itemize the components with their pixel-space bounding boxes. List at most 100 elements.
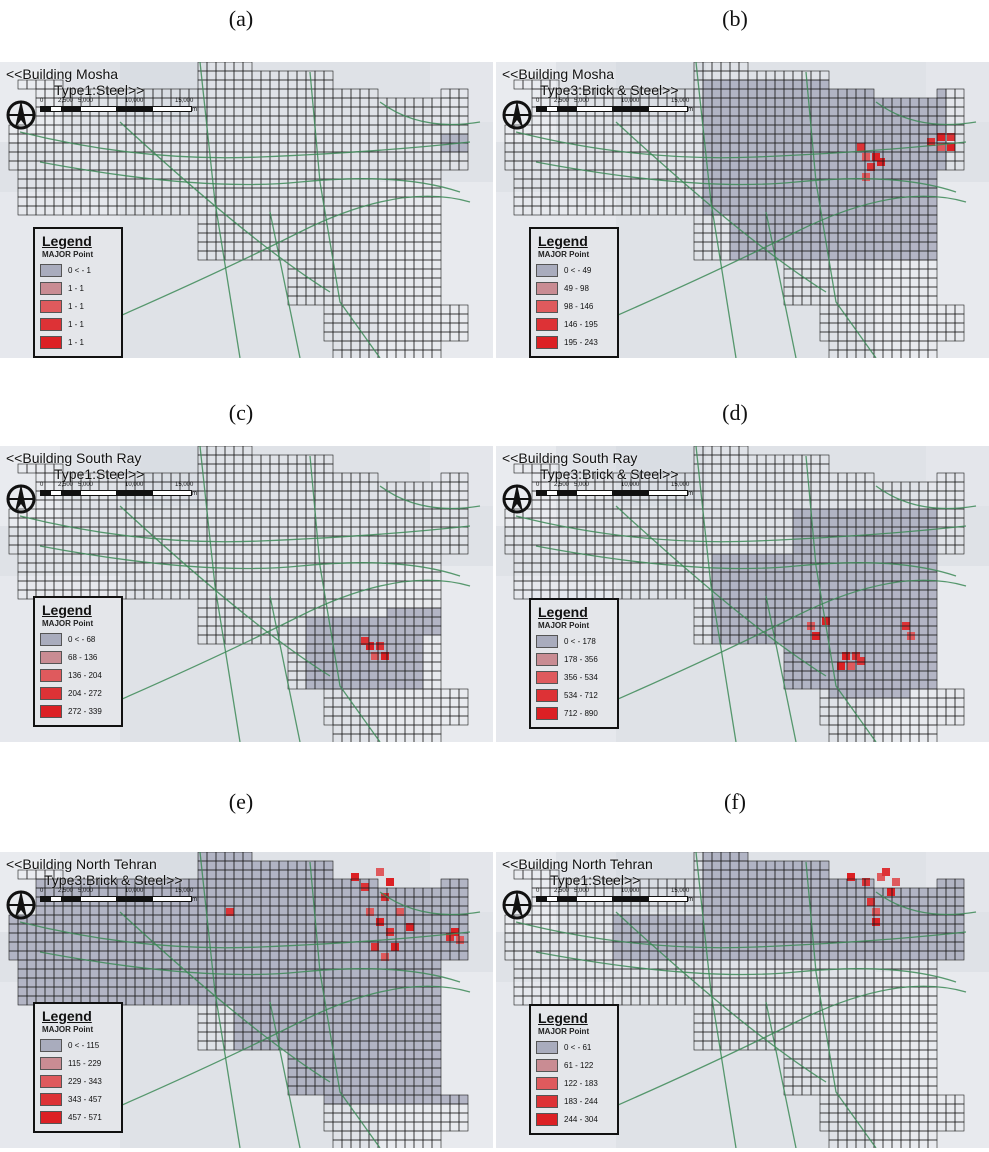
scale-unit: m: [192, 897, 197, 903]
shaded-cell: [775, 116, 784, 125]
shaded-cell: [342, 969, 351, 978]
shaded-cell: [730, 581, 739, 590]
shaded-cell: [306, 879, 315, 888]
shaded-cell: [802, 581, 811, 590]
shaded-cell: [378, 942, 387, 951]
shaded-cell: [414, 951, 423, 960]
hotspot-cell: [937, 143, 945, 151]
shaded-cell: [324, 1041, 333, 1050]
shaded-cell: [910, 233, 919, 242]
hotspot-cell: [396, 908, 404, 916]
shaded-cell: [405, 996, 414, 1005]
shaded-cell: [378, 662, 387, 671]
shaded-cell: [81, 924, 90, 933]
shaded-cell: [252, 960, 261, 969]
shaded-cell: [72, 879, 81, 888]
shaded-cell: [297, 987, 306, 996]
shaded-cell: [288, 978, 297, 987]
shaded-cell: [883, 107, 892, 116]
shaded-cell: [261, 951, 270, 960]
shaded-cell: [883, 197, 892, 206]
shaded-cell: [865, 233, 874, 242]
shaded-cell: [297, 1068, 306, 1077]
shaded-cell: [342, 906, 351, 915]
legend-swatch: [536, 1058, 558, 1072]
shaded-cell: [919, 635, 928, 644]
shaded-cell: [432, 888, 441, 897]
shaded-cell: [820, 518, 829, 527]
shaded-cell: [117, 915, 126, 924]
legend-range-label: 0 < - 115: [68, 1040, 100, 1050]
shaded-cell: [423, 978, 432, 987]
shaded-cell: [829, 536, 838, 545]
shaded-cell: [333, 1023, 342, 1032]
shaded-cell: [928, 635, 937, 644]
shaded-cell: [793, 98, 802, 107]
shaded-cell: [153, 951, 162, 960]
shaded-cell: [360, 987, 369, 996]
shaded-cell: [892, 170, 901, 179]
shaded-cell: [405, 1014, 414, 1023]
legend-swatch: [40, 704, 62, 718]
shaded-cell: [18, 996, 27, 1005]
shaded-cell: [892, 215, 901, 224]
legend-range-label: 0 < - 178: [564, 636, 596, 646]
shaded-cell: [234, 1041, 243, 1050]
shaded-cell: [288, 1077, 297, 1086]
shaded-cell: [405, 617, 414, 626]
shaded-cell: [225, 888, 234, 897]
shaded-cell: [721, 861, 730, 870]
shaded-cell: [306, 1068, 315, 1077]
shaded-cell: [135, 978, 144, 987]
shaded-cell: [892, 107, 901, 116]
shaded-cell: [288, 879, 297, 888]
road-line: [199, 62, 241, 358]
shaded-cell: [243, 969, 252, 978]
shaded-cell: [333, 1050, 342, 1059]
shaded-cell: [315, 996, 324, 1005]
shaded-cell: [324, 960, 333, 969]
shaded-cell: [793, 242, 802, 251]
shaded-cell: [874, 942, 883, 951]
shaded-cell: [54, 969, 63, 978]
shaded-cell: [351, 978, 360, 987]
shaded-cell: [333, 951, 342, 960]
shaded-cell: [739, 152, 748, 161]
shaded-cell: [162, 969, 171, 978]
shaded-cell: [793, 581, 802, 590]
shaded-cell: [396, 1050, 405, 1059]
shaded-cell: [252, 888, 261, 897]
shaded-cell: [748, 590, 757, 599]
shaded-cell: [252, 978, 261, 987]
shaded-cell: [901, 644, 910, 653]
shaded-cell: [811, 242, 820, 251]
hotspot-cell: [872, 908, 880, 916]
road-line: [695, 62, 737, 358]
shaded-cell: [243, 1023, 252, 1032]
shaded-cell: [703, 852, 712, 861]
shaded-cell: [45, 942, 54, 951]
shaded-cell: [369, 1077, 378, 1086]
shaded-cell: [54, 906, 63, 915]
shaded-cell: [324, 906, 333, 915]
shaded-cell: [712, 942, 721, 951]
shaded-cell: [910, 536, 919, 545]
legend-subtitle: MAJOR Point: [538, 621, 590, 630]
legend-row: 0 < - 115: [40, 1037, 116, 1053]
shaded-cell: [802, 89, 811, 98]
shaded-cell: [892, 608, 901, 617]
shaded-cell: [396, 951, 405, 960]
shaded-cell: [207, 924, 216, 933]
shaded-cell: [189, 996, 198, 1005]
shaded-cell: [901, 671, 910, 680]
shaded-cell: [730, 152, 739, 161]
shaded-cell: [739, 206, 748, 215]
shaded-cell: [36, 933, 45, 942]
shaded-cell: [856, 251, 865, 260]
legend-swatch: [40, 1092, 62, 1106]
shaded-cell: [757, 80, 766, 89]
legend-swatch: [40, 335, 62, 349]
shaded-cell: [901, 635, 910, 644]
shaded-cell: [865, 671, 874, 680]
shaded-cell: [72, 987, 81, 996]
